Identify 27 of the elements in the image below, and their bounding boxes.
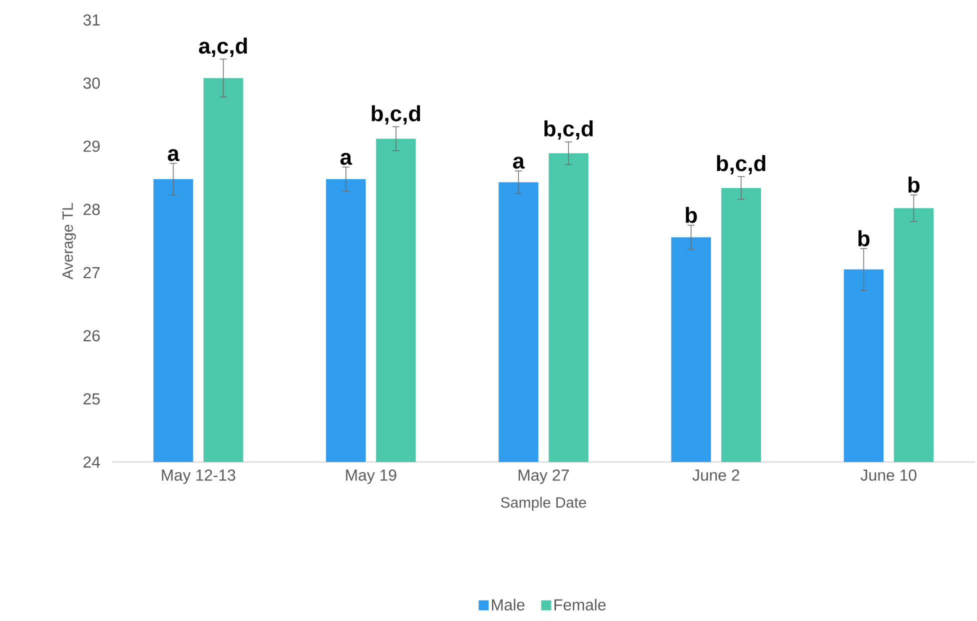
y-tick-label: 27: [84, 267, 100, 278]
y-tick-label: 24: [84, 456, 100, 468]
x-tick-label: May 12-13: [162, 470, 236, 484]
data-label: b: [858, 230, 870, 246]
y-tick-label: 26: [84, 330, 100, 342]
y-tick-label: 29: [84, 140, 100, 152]
x-tick-label: June 2: [692, 470, 740, 481]
x-tick-label: May 27: [518, 470, 569, 484]
data-label: b: [686, 206, 697, 224]
data-label: b,c,d: [544, 120, 593, 140]
x-tick-label: June 10: [860, 470, 916, 481]
data-label: b: [908, 176, 920, 193]
data-label: b,c,d: [716, 155, 766, 174]
y-axis-title: Average TL: [62, 203, 76, 280]
data-label: a: [168, 149, 180, 162]
y-tick-label: 25: [84, 393, 100, 404]
data-label: b,c,d: [372, 105, 420, 125]
data-label: a: [340, 152, 352, 165]
x-tick-label: May 19: [346, 470, 396, 484]
x-axis-title: Sample Date: [500, 496, 586, 511]
legend-label: Female: [554, 598, 606, 610]
y-tick-label: 30: [83, 78, 100, 89]
y-tick-label: 31: [83, 14, 100, 26]
data-label: a: [513, 156, 525, 169]
legend-label: Male: [492, 598, 524, 610]
data-label: a,c,d: [198, 38, 247, 57]
y-tick-label: 28: [84, 204, 100, 216]
